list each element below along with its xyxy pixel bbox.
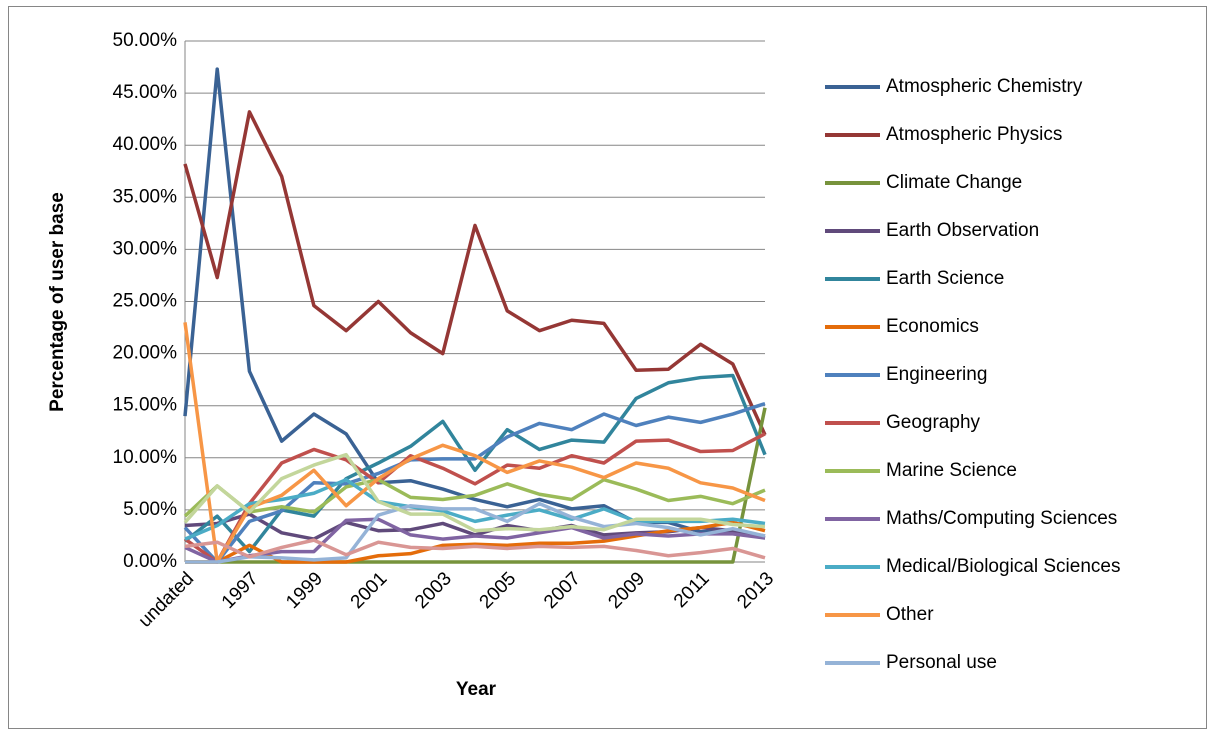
y-axis-label: Percentage of user base bbox=[47, 192, 68, 412]
legend-label: Engineering bbox=[886, 364, 987, 385]
y-tick-label: 20.00% bbox=[113, 343, 178, 364]
legend-label: Economics bbox=[886, 316, 979, 337]
y-tick-label: 50.00% bbox=[113, 30, 178, 51]
y-tick-label: 5.00% bbox=[123, 499, 177, 520]
y-tick-label: 35.00% bbox=[113, 186, 178, 207]
series-line bbox=[184, 477, 766, 541]
legend-label: Geography bbox=[886, 412, 981, 433]
series-line bbox=[183, 477, 766, 518]
legend-label: Atmospheric Physics bbox=[886, 124, 1062, 145]
legend-label: Earth Observation bbox=[886, 220, 1039, 241]
y-tick-label: 0.00% bbox=[123, 551, 177, 572]
legend-label: Earth Science bbox=[886, 268, 1004, 289]
chart-frame bbox=[8, 6, 1207, 729]
y-tick-label: 10.00% bbox=[113, 447, 178, 468]
series-line bbox=[183, 110, 767, 436]
y-tick-label: 15.00% bbox=[113, 395, 178, 416]
legend-label: Personal use bbox=[886, 652, 997, 673]
series-line bbox=[183, 432, 766, 564]
legend-label: Maths/Computing Sciences bbox=[886, 508, 1117, 529]
series-line bbox=[184, 517, 766, 564]
legend-label: Climate Change bbox=[886, 172, 1022, 193]
y-tick-label: 25.00% bbox=[113, 291, 178, 312]
y-tick-label: 40.00% bbox=[113, 134, 178, 155]
legend-label: Medical/Biological Sciences bbox=[886, 556, 1120, 577]
legend-label: Atmospheric Chemistry bbox=[886, 76, 1083, 97]
series-line bbox=[183, 401, 766, 564]
series-line bbox=[185, 520, 766, 564]
series-line bbox=[183, 452, 766, 533]
x-axis-label: Year bbox=[456, 679, 497, 700]
legend-label: Other bbox=[886, 604, 934, 625]
series-line bbox=[183, 322, 766, 564]
series-line bbox=[185, 501, 766, 564]
y-tick-label: 30.00% bbox=[113, 238, 178, 259]
legend-label: Marine Science bbox=[886, 460, 1017, 481]
y-tick-label: 45.00% bbox=[113, 82, 178, 103]
series-line bbox=[184, 538, 766, 560]
